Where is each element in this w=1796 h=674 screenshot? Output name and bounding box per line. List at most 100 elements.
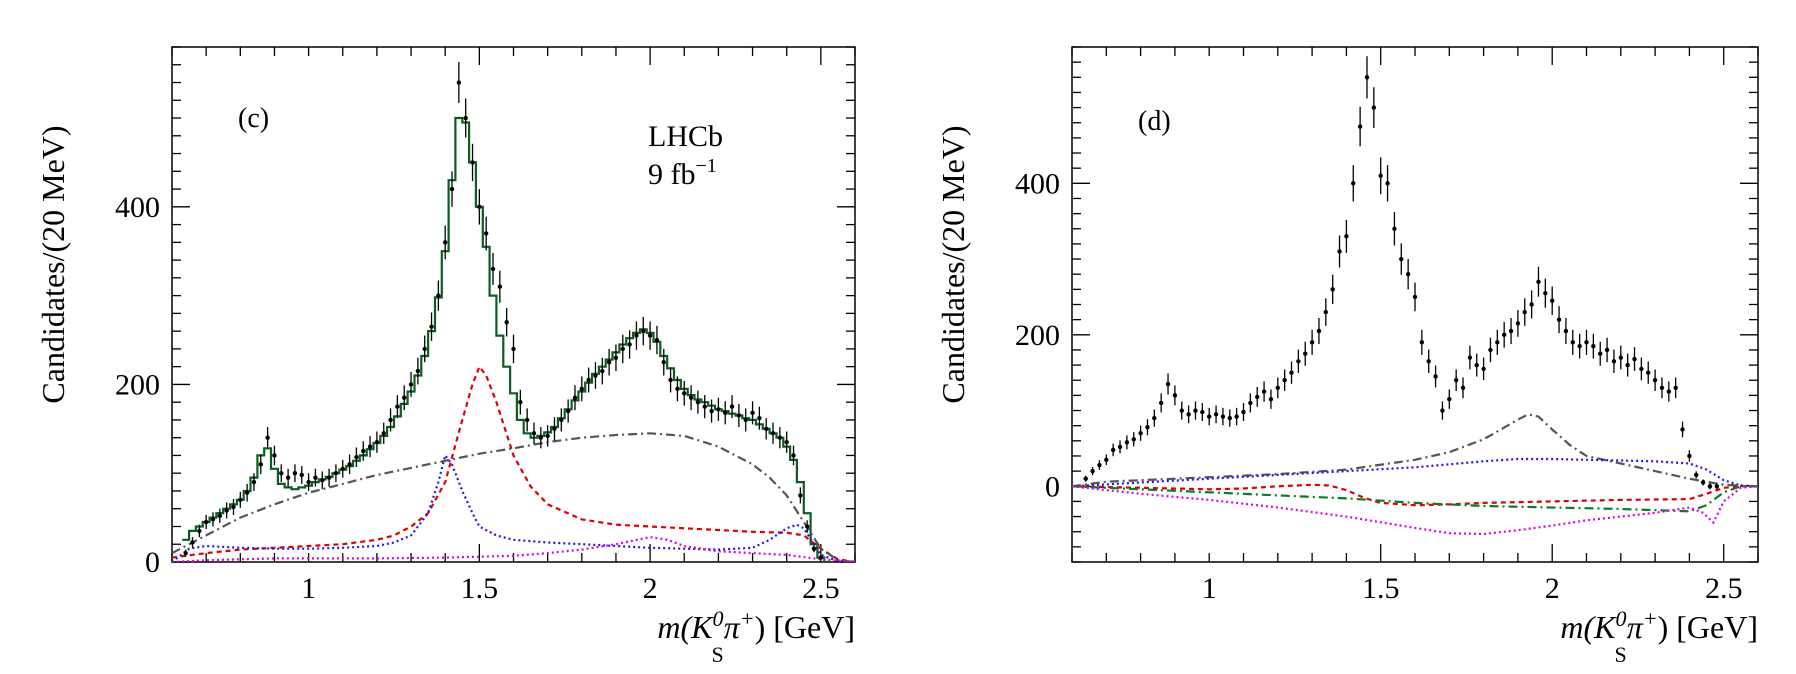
data-point: [777, 435, 783, 440]
data-point: [244, 490, 250, 495]
data-point: [531, 431, 537, 436]
data-point: [1090, 468, 1095, 474]
data-point: [1145, 424, 1150, 430]
data-point: [265, 435, 270, 440]
data-point: [579, 386, 584, 392]
data-point: [1097, 462, 1102, 468]
data-point: [1104, 457, 1109, 462]
data-point: [1172, 393, 1178, 398]
data-point: [1687, 453, 1692, 459]
x-axis-title-part: +: [740, 606, 755, 631]
data-point: [743, 417, 748, 423]
series-green: [1072, 485, 1758, 513]
data-point: [1673, 385, 1678, 391]
data-point: [381, 431, 386, 436]
data-point: [361, 448, 366, 454]
data-point: [593, 373, 598, 378]
data-point: [210, 517, 216, 522]
data-point: [1248, 400, 1253, 406]
data-point: [238, 497, 243, 503]
curves: [1072, 56, 1758, 536]
data-point: [367, 444, 373, 449]
data-point: [408, 382, 414, 387]
x-axis-title-part: +: [1643, 606, 1658, 631]
data-point: [1110, 447, 1116, 453]
data-point: [1618, 355, 1624, 360]
data-point: [1522, 309, 1527, 315]
data-point: [784, 439, 789, 445]
data-point: [1639, 366, 1644, 372]
data-point: [600, 368, 605, 374]
data-point: [791, 453, 796, 458]
data-point: [1467, 355, 1473, 360]
data-point: [559, 417, 564, 423]
y-tick-label: 0: [1045, 470, 1060, 503]
data-point: [422, 346, 427, 352]
data-point: [1666, 389, 1672, 394]
data-point: [1714, 484, 1720, 489]
data-point: [1625, 362, 1630, 368]
data-point: [1488, 347, 1493, 353]
data-point: [415, 368, 421, 374]
data-point: [804, 524, 810, 529]
data-point: [661, 360, 666, 365]
data-point: [1337, 249, 1342, 254]
data-point: [750, 410, 755, 416]
data-point: [1200, 409, 1205, 415]
data-point: [203, 519, 209, 525]
data-point: [1351, 181, 1356, 186]
data-point: [197, 528, 202, 534]
data-point: [538, 435, 544, 440]
data-point: [1220, 414, 1226, 419]
data-point: [490, 266, 496, 272]
data-point: [1694, 472, 1699, 478]
x-tick-label: 2.5: [802, 572, 840, 605]
x-axis-title-part: 0: [1615, 606, 1626, 631]
data-point: [326, 475, 332, 480]
data-point: [668, 377, 673, 383]
series-red: [172, 364, 855, 562]
data-point: [1207, 414, 1212, 419]
data-point: [1460, 385, 1466, 391]
data-point: [1563, 328, 1569, 334]
x-axis-title-part: S: [1614, 642, 1626, 667]
x-tick-label: 1: [301, 572, 316, 605]
data-point: [272, 453, 277, 458]
x-axis-title-part: π: [1627, 609, 1644, 645]
data-point: [477, 204, 482, 210]
data-point: [1508, 328, 1514, 334]
data-point: [1124, 440, 1130, 445]
data-point: [1700, 480, 1706, 485]
data-point: [1536, 279, 1541, 284]
data-point: [1501, 332, 1507, 337]
data-point: [1611, 359, 1617, 364]
x-axis-title-part: ) [GeV]: [1658, 609, 1758, 645]
x-axis-title-part: 0: [712, 606, 723, 631]
data-point: [1193, 408, 1198, 413]
data-point: [402, 395, 407, 400]
y-tick-label: 200: [115, 368, 160, 401]
curves: [172, 62, 855, 562]
data-point: [1632, 356, 1637, 362]
x-axis-title-part: m(K: [1560, 609, 1617, 645]
data-point: [1275, 385, 1281, 391]
series-gray: [1072, 413, 1758, 488]
data-point: [1707, 484, 1713, 489]
x-axis-title-part: m(K: [657, 609, 714, 645]
data-point: [251, 479, 257, 485]
data-point: [470, 160, 475, 165]
data-point: [524, 417, 530, 423]
data-point: [1433, 374, 1438, 379]
data-point: [436, 293, 441, 298]
panel-label: (c): [238, 103, 269, 134]
data-point: [764, 426, 769, 432]
data-point: [224, 508, 229, 513]
data-point: [620, 346, 625, 352]
x-tick-label: 1: [1202, 572, 1217, 605]
data-point: [641, 328, 646, 334]
data-point: [1550, 298, 1555, 303]
data-point: [511, 346, 516, 352]
data-point: [1652, 378, 1658, 383]
data-point: [279, 471, 284, 476]
